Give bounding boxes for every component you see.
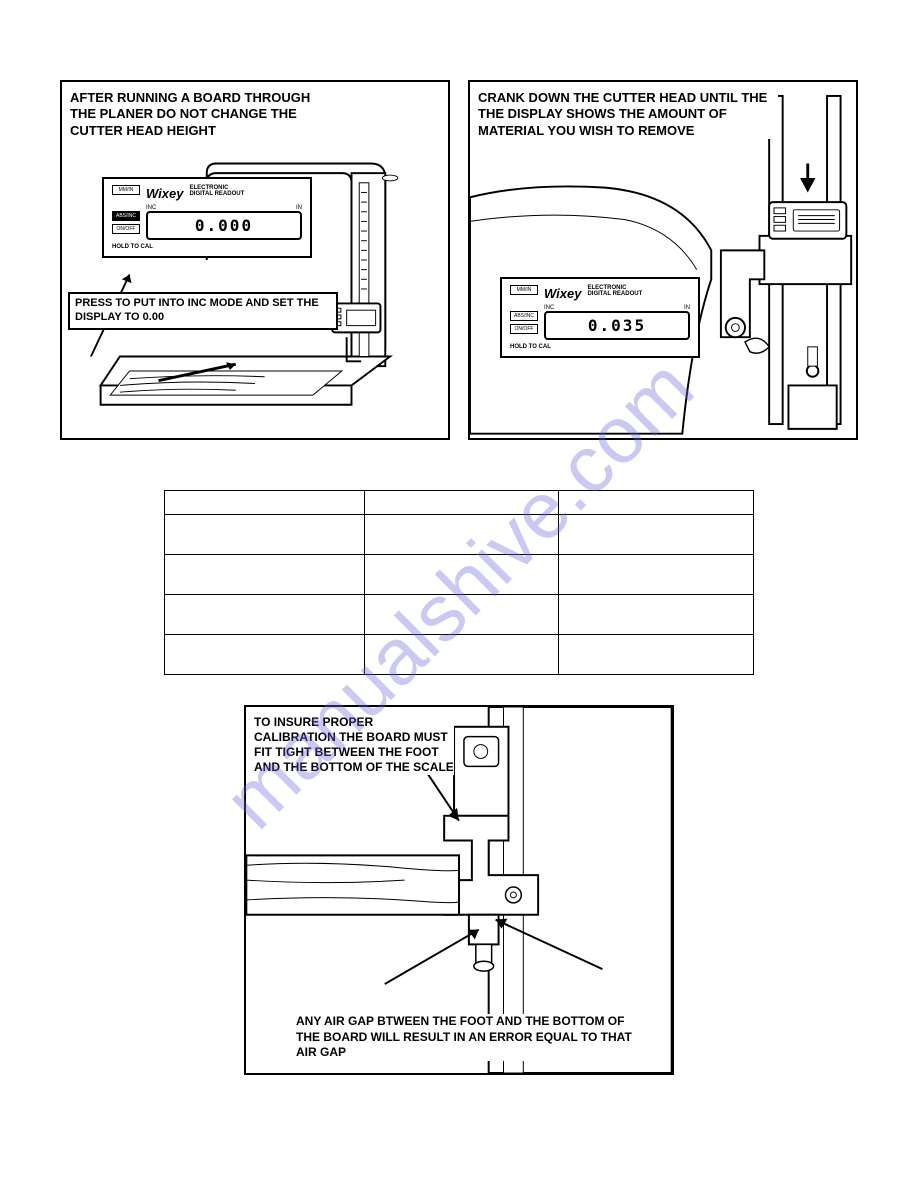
readout-sub2: DIGITAL READOUT [587,291,642,297]
figure-right-caption: CRANK DOWN THE CUTTER HEAD UNTIL THE THE… [478,90,778,139]
readout-right: MM/IN Wixey ELECTRONIC DIGITAL READOUT A… [500,277,700,358]
figure-right: CRANK DOWN THE CUTTER HEAD UNTIL THE THE… [468,80,858,440]
readout-hold: HOLD TO CAL [112,244,302,250]
readout-btn-mmin: MM/IN [112,185,140,195]
readout-btn-absinc: ABS/INC [112,211,140,221]
lcd-label-left: INC [146,205,156,211]
lcd-display-left: 0.000 [146,211,302,240]
readout-sub2: DIGITAL READOUT [189,191,244,197]
lcd-label-right: IN [296,205,302,211]
table-row [165,555,754,595]
table-row [165,595,754,635]
page-container: AFTER RUNNING A BOARD THROUGH THE PLANER… [0,0,918,1188]
figure-bottom: TO INSURE PROPER CALIBRATION THE BOARD M… [244,705,674,1075]
figure-left-caption: AFTER RUNNING A BOARD THROUGH THE PLANER… [70,90,320,139]
top-figure-row: AFTER RUNNING A BOARD THROUGH THE PLANER… [60,80,858,440]
table-row [165,491,754,515]
readout-btn-onoff: ON/OFF [112,224,140,234]
readout-left: MM/IN Wixey ELECTRONIC DIGITAL READOUT A… [102,177,312,258]
lcd-display-right: 0.035 [544,311,690,340]
lcd-label-left: INC [544,305,554,311]
table-row [165,515,754,555]
lcd-label-right: IN [684,305,690,311]
table-row [165,635,754,675]
figure-bottom-caption-top: TO INSURE PROPER CALIBRATION THE BOARD M… [254,715,454,775]
readout-btn-onoff: ON/OFF [510,324,538,334]
readout-btn-mmin: MM/IN [510,285,538,295]
readout-brand: Wixey [544,286,581,301]
readout-brand: Wixey [146,186,183,201]
figure-bottom-caption-bottom: ANY AIR GAP BTWEEN THE FOOT AND THE BOTT… [296,1014,642,1061]
readout-btn-absinc: ABS/INC [510,311,538,321]
readout-hold: HOLD TO CAL [510,344,690,350]
figure-left-subcaption: PRESS TO PUT INTO INC MODE AND SET THE D… [68,292,338,330]
figure-left: AFTER RUNNING A BOARD THROUGH THE PLANER… [60,80,450,440]
spec-table [164,490,754,675]
